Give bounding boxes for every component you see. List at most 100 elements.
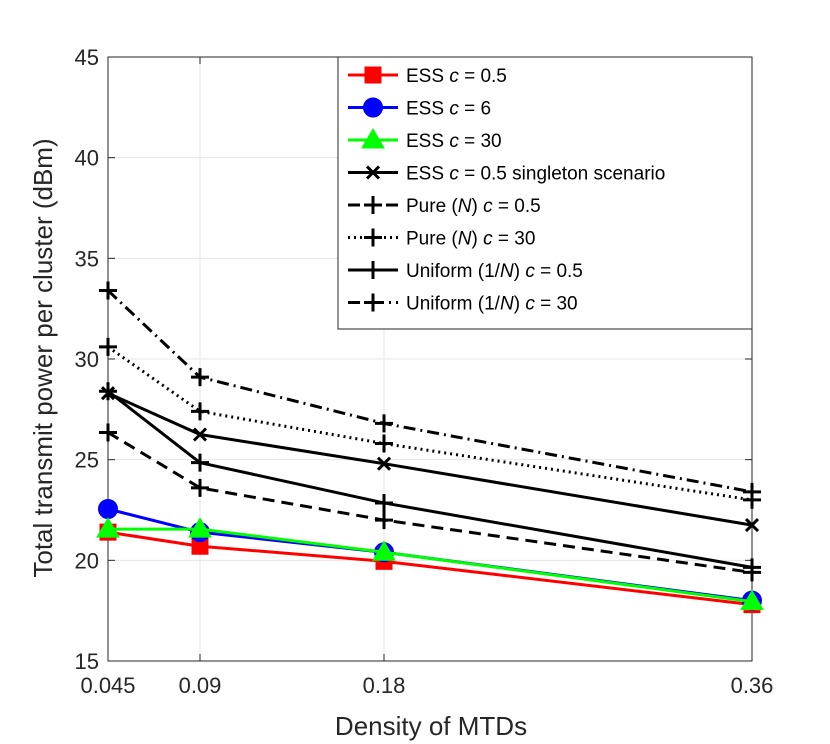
legend-entry-4: Pure (N) c = 0.5	[348, 196, 541, 217]
series-3	[100, 386, 760, 533]
legend-label-part: = 0.5	[493, 196, 541, 217]
legend-label-part: c	[525, 294, 535, 315]
legend-label-0: ESS c = 0.5	[406, 66, 507, 87]
legend-label-part: = 30	[493, 229, 536, 250]
legend-label-part: Pure (	[406, 229, 458, 250]
legend-marker-6	[364, 261, 382, 279]
legend-entry-0: ESS c = 0.5	[348, 66, 507, 87]
legend-entry-1: ESS c = 6	[348, 97, 491, 120]
x-tick-label-1: 0.09	[179, 673, 222, 698]
data-point-7-2	[375, 414, 393, 433]
legend-label-part: Pure (	[406, 196, 458, 217]
legend-label-1: ESS c = 6	[406, 99, 491, 120]
legend-label-part: = 30	[459, 131, 502, 152]
legend-entry-6: Uniform (1/N) c = 0.5	[348, 261, 583, 282]
legend-label-part: )	[471, 196, 483, 217]
data-point-3-2	[376, 456, 392, 471]
series-7	[99, 281, 761, 501]
legend-label-part: c	[449, 164, 459, 185]
legend-marker-2	[361, 128, 385, 149]
legend-marker-5	[364, 228, 382, 247]
legend-label-part: N	[500, 261, 514, 282]
series-line-2	[108, 527, 753, 604]
series-line-0	[107, 530, 753, 607]
series-line-7	[106, 289, 753, 494]
data-point-2-1	[188, 517, 212, 538]
legend-entry-7: Uniform (1/N) c = 30	[348, 293, 578, 315]
data-point-5-0	[99, 337, 117, 356]
legend-marker-3	[365, 165, 381, 180]
legend-label-part: c	[525, 261, 535, 282]
legend-label-part: c	[483, 229, 493, 250]
legend-label-7: Uniform (1/N) c = 30	[406, 294, 578, 315]
y-tick-label-5: 40	[75, 146, 99, 171]
legend-label-2: ESS c = 30	[406, 131, 502, 152]
x-axis-title: Density of MTDs	[335, 711, 527, 741]
x-tick-label-0: 0.045	[80, 673, 135, 698]
legend-label-4: Pure (N) c = 0.5	[406, 196, 541, 217]
data-point-4-0	[99, 423, 117, 442]
data-point-2-3	[740, 589, 764, 611]
data-point-4-2	[375, 511, 393, 530]
legend-label-part: ESS	[406, 131, 449, 152]
data-point-5-2	[375, 434, 393, 453]
y-tick-label-2: 25	[75, 448, 99, 473]
x-tick-label-2: 0.18	[363, 673, 406, 698]
legend-label-part: N	[458, 229, 472, 250]
data-point-7-3	[743, 482, 761, 501]
y-tick-label-6: 45	[75, 45, 99, 70]
legend-label-part: = 0.5	[535, 261, 583, 282]
data-point-3-3	[744, 518, 760, 533]
data-point-2-0	[96, 517, 120, 538]
legend-label-part: N	[500, 294, 514, 315]
legend-entry-2: ESS c = 30	[348, 128, 502, 152]
legend-entry-5: Pure (N) c = 30	[348, 228, 535, 250]
x-tick-label-3: 0.36	[731, 673, 774, 698]
legend-label-part: )	[514, 261, 526, 282]
legend-label-part: = 0.5 singleton scenario	[459, 164, 666, 185]
y-tick-label-0: 15	[75, 649, 99, 674]
legend-box	[337, 56, 753, 330]
legend-marker-0	[364, 66, 382, 84]
series-line-5	[107, 345, 753, 502]
legend-label-part: = 30	[535, 294, 578, 315]
legend-label-5: Pure (N) c = 30	[406, 229, 535, 250]
legend-label-3: ESS c = 0.5 singleton scenario	[406, 164, 665, 185]
data-point-5-1	[191, 402, 209, 421]
series-6	[99, 382, 761, 577]
y-tick-label-1: 20	[75, 548, 99, 573]
legend-label-part: ESS	[406, 66, 449, 87]
data-point-6-2	[375, 493, 393, 512]
legend-label-part: = 0.5	[459, 66, 507, 87]
series-2	[96, 517, 764, 611]
legend-label-part: = 6	[459, 99, 491, 120]
legend-label-part: c	[449, 99, 459, 120]
legend-marker-7	[364, 293, 382, 312]
y-tick-label-3: 30	[75, 347, 99, 372]
legend-label-part: c	[483, 196, 493, 217]
legend-label-part: ESS	[406, 164, 449, 185]
data-point-1-0	[98, 498, 118, 519]
data-point-3-1	[192, 427, 208, 442]
legend-label-part: c	[449, 66, 459, 87]
legend-label-part: ESS	[406, 99, 449, 120]
legend-label-part: Uniform (1/	[406, 294, 501, 315]
data-point-6-0	[99, 382, 117, 401]
series-line-4	[107, 431, 753, 574]
legend-label-part: N	[458, 196, 472, 217]
legend-label-6: Uniform (1/N) c = 0.5	[406, 261, 583, 282]
series-line-3	[107, 391, 753, 527]
data-point-6-3	[743, 558, 761, 577]
legend-entry-3: ESS c = 0.5 singleton scenario	[348, 164, 665, 185]
legend-label-part: )	[471, 229, 483, 250]
series-line-6	[107, 390, 753, 569]
legend-marker-1	[363, 97, 383, 118]
legend-label-part: Uniform (1/	[406, 261, 501, 282]
data-point-7-0	[99, 281, 117, 300]
data-point-6-1	[191, 453, 209, 472]
data-point-7-1	[191, 368, 209, 387]
series-4	[99, 423, 761, 582]
y-axis-title: Total transmit power per cluster (dBm)	[28, 138, 58, 577]
legend-label-part: c	[449, 131, 459, 152]
